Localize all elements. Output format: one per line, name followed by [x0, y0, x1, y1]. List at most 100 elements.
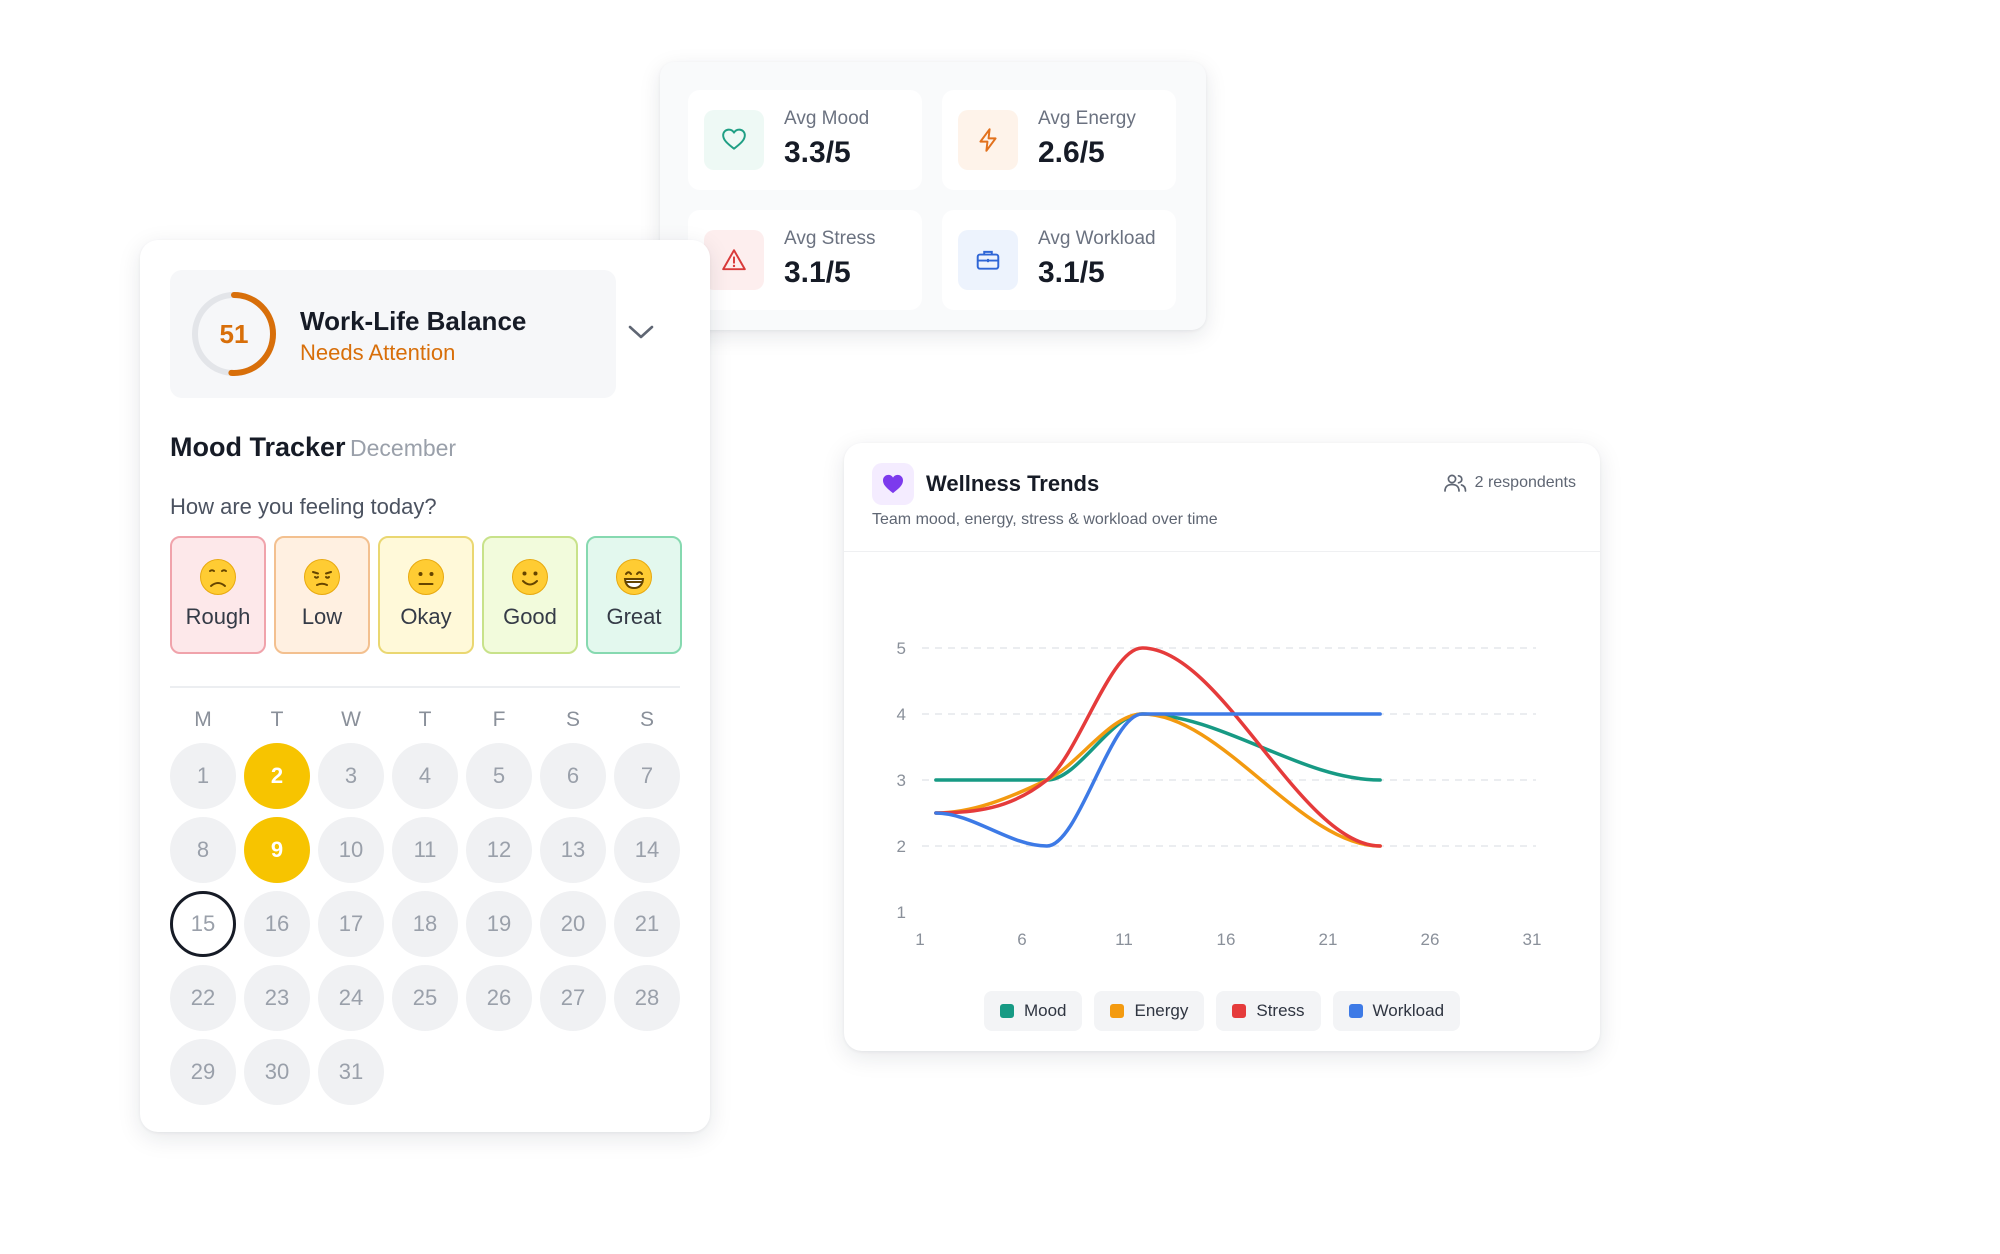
legend-swatch: [1232, 1004, 1247, 1018]
mood-tracker-card: 51 Work-Life Balance Needs Attention Moo…: [140, 240, 710, 1132]
x-tick-label: 26: [1421, 930, 1440, 949]
calendar-day-14[interactable]: 14: [614, 817, 680, 883]
mood-option-great[interactable]: Great: [586, 536, 682, 654]
y-tick-label: 2: [897, 837, 906, 856]
legend-label: Workload: [1372, 1001, 1445, 1020]
calendar-day-10[interactable]: 10: [318, 817, 384, 883]
calendar-day-20[interactable]: 20: [540, 891, 606, 957]
mood-option-rough[interactable]: Rough: [170, 536, 266, 654]
balance-status: Needs Attention: [300, 340, 456, 365]
stat-tile-avg-stress: Avg Stress 3.1/5: [688, 210, 922, 310]
calendar-day-7[interactable]: 7: [614, 743, 680, 809]
work-life-balance-panel[interactable]: 51 Work-Life Balance Needs Attention: [170, 270, 616, 398]
calendar-day-12[interactable]: 12: [466, 817, 532, 883]
y-tick-label: 3: [897, 771, 906, 790]
stat-value: 3.1/5: [1038, 256, 1105, 289]
legend-swatch: [999, 1004, 1014, 1018]
weekday-label: S: [565, 708, 580, 731]
mood-option-label: Low: [301, 604, 343, 629]
users-icon: [1443, 474, 1466, 492]
mood-option-good[interactable]: Good: [482, 536, 578, 654]
balance-score-ring: [192, 292, 276, 376]
balance-score: 51: [219, 318, 249, 349]
heart-icon: [704, 110, 764, 170]
mood-tracker-title: Mood Tracker: [170, 432, 346, 462]
trends-title: Wellness Trends: [926, 471, 1100, 496]
series-line-workload: [934, 712, 1382, 848]
legend-item-workload[interactable]: Workload: [1332, 991, 1461, 1031]
smile-face-icon: [512, 559, 548, 595]
stat-tile-avg-workload: Avg Workload 3.1/5: [942, 210, 1176, 310]
legend-item-stress[interactable]: Stress: [1216, 991, 1321, 1031]
x-tick-label: 16: [1217, 930, 1236, 949]
calendar-day-19[interactable]: 19: [466, 891, 532, 957]
respondents-count: 2 respondents: [1443, 473, 1576, 493]
stat-label: Avg Mood: [784, 108, 870, 129]
calendar-day-23[interactable]: 23: [244, 965, 310, 1031]
x-tick-label: 1: [915, 930, 924, 949]
legend-item-mood[interactable]: Mood: [983, 991, 1083, 1031]
weekday-label: W: [341, 708, 361, 731]
balance-title: Work-Life Balance: [300, 306, 527, 336]
briefcase-icon: [958, 230, 1018, 290]
mood-option-label: Okay: [400, 604, 452, 629]
calendar-day-15[interactable]: 15: [170, 891, 236, 957]
calendar-day-16[interactable]: 16: [244, 891, 310, 957]
legend-label: Mood: [1023, 1001, 1067, 1020]
mood-tracker-month: December: [350, 435, 457, 461]
weekday-label: S: [639, 708, 654, 731]
calendar-day-8[interactable]: 8: [170, 817, 236, 883]
series-line-energy: [934, 712, 1382, 848]
y-tick-label: 1: [897, 903, 906, 922]
mood-question: How are you feeling today?: [170, 494, 437, 519]
stats-summary-card: Avg Mood 3.3/5 Avg Energy 2.6/5 Avg Stress 3.…: [660, 62, 1206, 330]
stat-value: 3.1/5: [784, 256, 851, 289]
legend-label: Energy: [1134, 1001, 1189, 1020]
calendar-day-25[interactable]: 25: [392, 965, 458, 1031]
calendar-day-31[interactable]: 31: [318, 1039, 384, 1105]
warning-icon: [704, 230, 764, 290]
grin-face-icon: [616, 559, 652, 595]
heart-icon: [872, 463, 914, 505]
chart-legend: Mood Energy Stress Workload: [844, 991, 1600, 1031]
mood-option-okay[interactable]: Okay: [378, 536, 474, 654]
calendar-day-22[interactable]: 22: [170, 965, 236, 1031]
calendar-day-2[interactable]: 2: [244, 743, 310, 809]
legend-item-energy[interactable]: Energy: [1094, 991, 1205, 1031]
stat-tile-avg-energy: Avg Energy 2.6/5: [942, 90, 1176, 190]
calendar-day-17[interactable]: 17: [318, 891, 384, 957]
sad-face-icon: [200, 559, 236, 595]
series-line-mood: [934, 712, 1382, 782]
stat-label: Avg Workload: [1038, 228, 1156, 249]
legend-swatch: [1348, 1004, 1363, 1018]
calendar-day-5[interactable]: 5: [466, 743, 532, 809]
calendar-day-26[interactable]: 26: [466, 965, 532, 1031]
divider: [170, 686, 680, 688]
calendar-day-3[interactable]: 3: [318, 743, 384, 809]
calendar-day-9[interactable]: 9: [244, 817, 310, 883]
mood-option-label: Great: [606, 604, 662, 629]
calendar-day-24[interactable]: 24: [318, 965, 384, 1031]
weekday-label: T: [418, 708, 432, 731]
neutral-face-icon: [408, 559, 444, 595]
mood-option-low[interactable]: Low: [274, 536, 370, 654]
calendar-day-21[interactable]: 21: [614, 891, 680, 957]
trends-subtitle: Team mood, energy, stress & workload ove…: [872, 511, 1218, 528]
calendar-day-4[interactable]: 4: [392, 743, 458, 809]
stat-label: Avg Stress: [784, 228, 876, 249]
calendar-day-27[interactable]: 27: [540, 965, 606, 1031]
weekday-label: T: [270, 708, 284, 731]
pensive-face-icon: [304, 559, 340, 595]
calendar-day-28[interactable]: 28: [614, 965, 680, 1031]
chevron-down-icon[interactable]: [626, 322, 656, 342]
calendar-day-13[interactable]: 13: [540, 817, 606, 883]
legend-swatch: [1110, 1004, 1125, 1018]
calendar-day-6[interactable]: 6: [540, 743, 606, 809]
calendar-day-29[interactable]: 29: [170, 1039, 236, 1105]
respondents-label: 2 respondents: [1474, 474, 1576, 491]
calendar-day-1[interactable]: 1: [170, 743, 236, 809]
calendar-day-30[interactable]: 30: [244, 1039, 310, 1105]
calendar-day-18[interactable]: 18: [392, 891, 458, 957]
calendar-day-11[interactable]: 11: [392, 817, 458, 883]
